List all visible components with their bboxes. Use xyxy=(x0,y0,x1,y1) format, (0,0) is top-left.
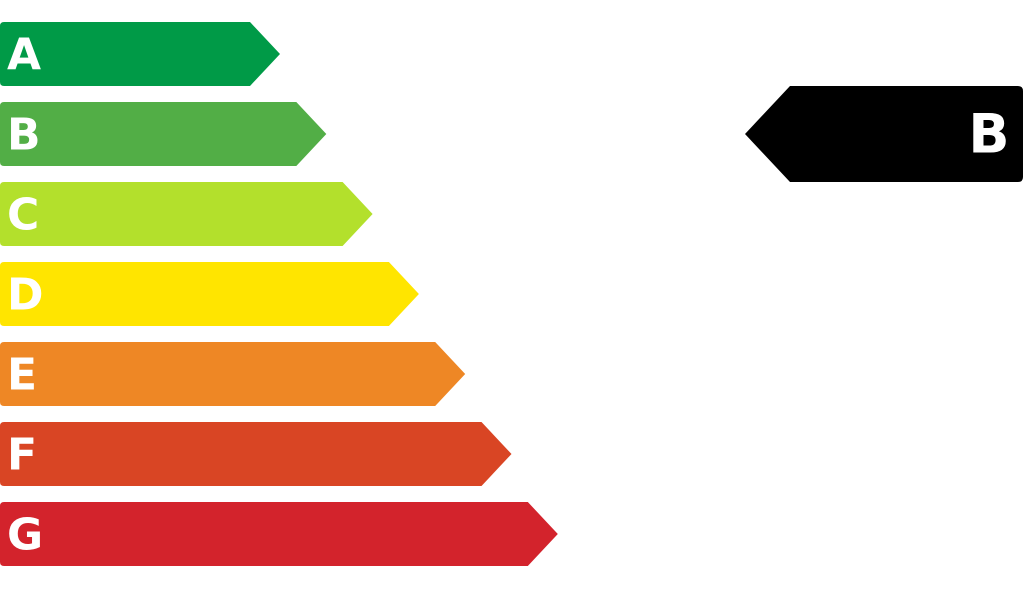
rating-bar xyxy=(0,502,558,566)
indicator-arrow xyxy=(745,86,1023,182)
rating-label: B xyxy=(7,110,41,161)
rating-bar xyxy=(0,422,512,486)
rating-bar xyxy=(0,22,280,86)
rating-label: A xyxy=(7,30,41,81)
rating-label: C xyxy=(7,190,39,241)
rating-bar xyxy=(0,182,373,246)
rating-label: G xyxy=(7,510,43,561)
rating-label: E xyxy=(7,350,37,401)
rating-bar xyxy=(0,342,466,406)
rating-label: F xyxy=(7,430,37,481)
indicator-label: B xyxy=(968,103,1009,166)
rating-bar xyxy=(0,102,327,166)
rating-bar xyxy=(0,262,419,326)
rating-label: D xyxy=(7,270,44,321)
